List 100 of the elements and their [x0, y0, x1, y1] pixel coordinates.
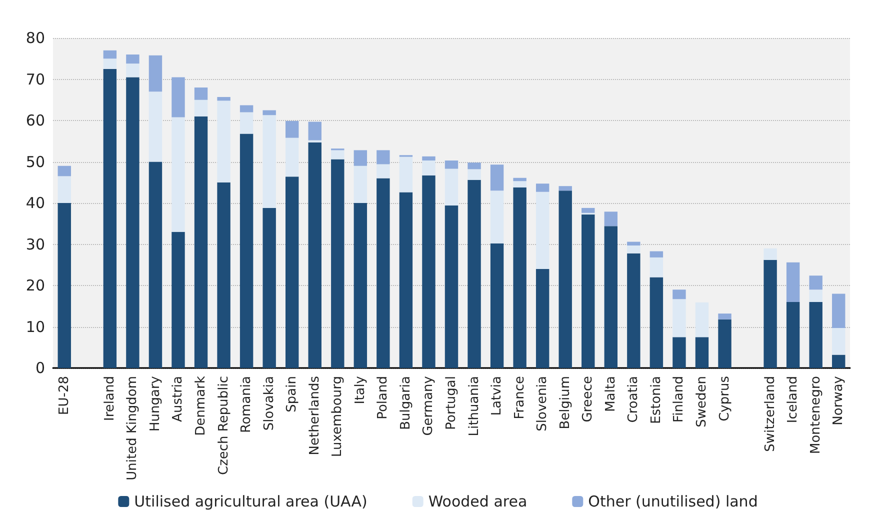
- x-tick-label: Norway: [831, 376, 846, 426]
- x-tick-label: Bulgaria: [398, 376, 414, 430]
- bar: [126, 54, 140, 64]
- bar: [604, 212, 618, 226]
- bar: [58, 203, 71, 368]
- bar: [627, 253, 640, 368]
- bar: [650, 251, 664, 258]
- bar: [285, 138, 299, 177]
- x-tick-label: EU-28: [56, 376, 72, 415]
- bar: [262, 110, 276, 116]
- bar: [513, 181, 526, 188]
- legend-label: Utilised agricultural area (UAA): [134, 492, 368, 510]
- x-tick-label: Montenegro: [808, 376, 824, 454]
- bar: [331, 150, 344, 160]
- bar: [809, 276, 822, 290]
- bar: [764, 248, 777, 260]
- y-tick-label: 0: [35, 359, 45, 377]
- bar: [308, 142, 322, 368]
- x-tick-label: Sweden: [694, 376, 710, 428]
- x-tick-label: Czech Republic: [216, 376, 232, 475]
- bar: [513, 178, 526, 182]
- bar: [536, 269, 550, 368]
- bar: [126, 77, 140, 368]
- bar: [262, 208, 276, 368]
- bar: [172, 117, 185, 232]
- x-tick-label: Denmark: [194, 376, 209, 436]
- bar: [172, 77, 185, 118]
- bar: [194, 88, 208, 100]
- bar: [148, 92, 162, 162]
- x-tick-label: Romania: [239, 376, 254, 433]
- y-tick-label: 50: [26, 152, 45, 171]
- bar: [240, 105, 254, 112]
- y-tick-label: 60: [26, 112, 45, 130]
- x-tick-label: Slovakia: [262, 376, 277, 431]
- bar: [582, 208, 595, 213]
- bar: [695, 302, 709, 338]
- bar: [809, 302, 822, 368]
- bar: [832, 354, 846, 368]
- bar: [786, 262, 800, 302]
- x-tick-label: Spain: [284, 376, 300, 412]
- bar: [194, 100, 208, 116]
- x-tick-label: Cyprus: [717, 376, 732, 422]
- bar: [718, 314, 732, 320]
- x-tick-label: Germany: [421, 376, 436, 436]
- bar: [217, 96, 230, 101]
- bar: [331, 159, 344, 368]
- x-tick-label: Belgium: [558, 376, 573, 430]
- bar: [832, 294, 846, 328]
- x-tick-label: United Kingdom: [125, 376, 140, 480]
- x-tick-label: Austria: [170, 376, 186, 422]
- bar: [536, 184, 550, 192]
- bar: [58, 176, 71, 203]
- bar: [376, 178, 390, 368]
- bar: [444, 168, 458, 206]
- legend-label: Wooded area: [428, 492, 528, 510]
- y-tick-label: 30: [26, 235, 45, 254]
- x-tick-label: Ireland: [102, 376, 118, 421]
- bar: [582, 214, 595, 368]
- bar: [217, 182, 230, 368]
- x-tick-label: Portugal: [444, 376, 459, 430]
- bar: [194, 116, 208, 368]
- bar: [240, 112, 254, 134]
- bar: [832, 328, 846, 355]
- bar: [513, 187, 526, 368]
- x-tick-label: Finland: [672, 376, 687, 422]
- bar: [604, 226, 618, 368]
- x-tick-label: Iceland: [786, 376, 801, 424]
- x-tick-label: Greece: [580, 376, 596, 422]
- x-tick-label: Hungary: [148, 376, 163, 432]
- x-tick-label: Italy: [352, 376, 368, 404]
- x-tick-label: Latvia: [490, 376, 505, 416]
- bar: [468, 180, 481, 368]
- legend-label: Other (unutilised) land: [588, 492, 758, 510]
- y-tick-label: 80: [26, 29, 45, 47]
- bar: [627, 245, 640, 254]
- bar: [695, 337, 709, 368]
- bar: [764, 260, 777, 368]
- bar: [650, 257, 664, 278]
- bar: [536, 192, 550, 269]
- bar: [103, 68, 117, 368]
- bar: [809, 290, 822, 302]
- bar: [422, 175, 436, 368]
- bar: [468, 169, 481, 180]
- bar: [217, 100, 230, 182]
- bar: [58, 166, 71, 176]
- x-tick-label: Switzerland: [762, 376, 778, 452]
- x-tick-label: Netherlands: [307, 376, 322, 456]
- bar: [148, 55, 162, 92]
- bar: [285, 120, 299, 138]
- bar: [126, 64, 140, 78]
- bar: [308, 122, 322, 140]
- x-tick-label: Poland: [376, 376, 391, 420]
- bar: [627, 242, 640, 246]
- bar: [376, 164, 390, 178]
- bar: [399, 192, 413, 368]
- y-tick-label: 70: [26, 70, 45, 88]
- x-tick-label: France: [512, 376, 528, 420]
- bar: [672, 290, 686, 300]
- bar: [672, 337, 686, 368]
- x-tick-label: Slovenia: [535, 376, 550, 432]
